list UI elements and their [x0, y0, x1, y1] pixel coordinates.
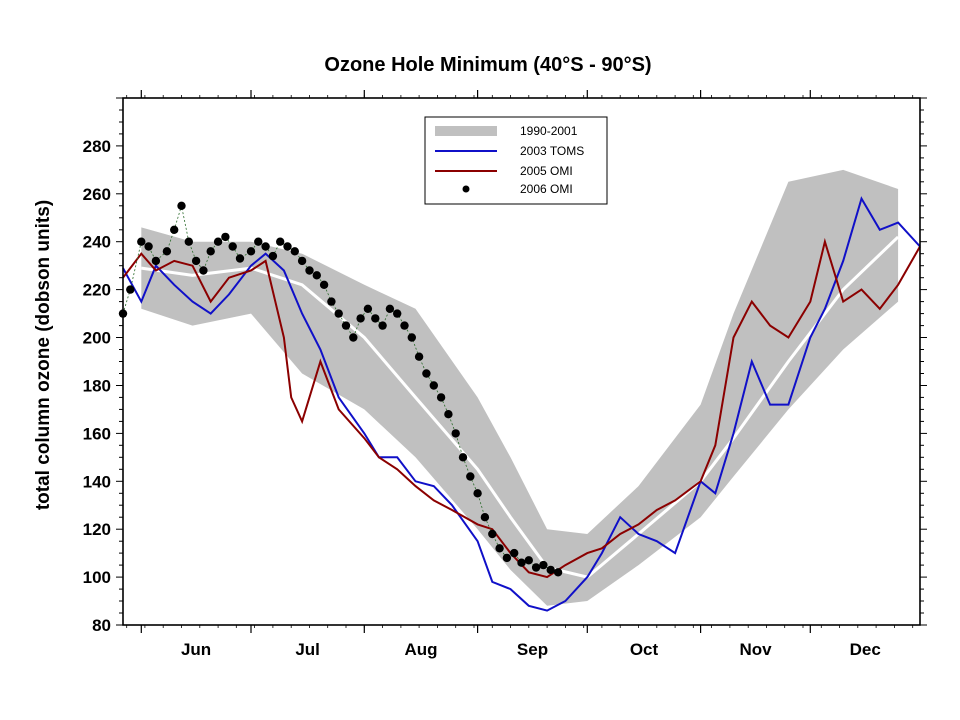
legend: 1990-2001 2003 TOMS 2005 OMI 2006 OMI — [424, 116, 608, 205]
y-tick-label: 280 — [83, 137, 111, 156]
y-tick-label: 100 — [83, 568, 111, 587]
data-point-2006-omi — [385, 304, 395, 313]
data-point-2006-omi — [422, 369, 431, 378]
y-axis-label: total column ozone (dobson units) — [33, 200, 54, 510]
data-point-2006-omi — [177, 201, 186, 210]
data-point-2006-omi — [228, 242, 237, 251]
data-point-2006-omi — [137, 237, 146, 246]
data-point-2006-omi — [524, 556, 533, 565]
band-1990-2001 — [141, 169, 899, 606]
data-point-2006-omi — [290, 247, 299, 256]
data-point-2006-omi — [502, 553, 512, 563]
data-point-2006-omi — [235, 254, 245, 263]
data-point-2006-omi — [400, 321, 409, 330]
data-point-2006-omi — [429, 381, 438, 390]
data-point-2006-omi — [151, 256, 161, 266]
y-tick-label: 180 — [83, 376, 111, 395]
data-point-2006-omi — [480, 513, 490, 522]
data-point-2006-omi — [444, 410, 453, 419]
data-point-2006-omi — [393, 309, 402, 318]
legend-label: 2005 OMI — [520, 164, 573, 178]
y-tick-label: 160 — [83, 424, 111, 443]
y-tick-label: 240 — [83, 233, 111, 252]
data-point-2006-omi — [246, 247, 256, 256]
data-point-2006-omi — [199, 266, 208, 275]
data-point-2006-omi — [206, 247, 215, 256]
data-point-2006-omi — [283, 242, 292, 251]
data-point-2006-omi — [546, 565, 555, 575]
data-point-2006-omi — [276, 237, 285, 246]
chart-title: Ozone Hole Minimum (40°S - 90°S) — [324, 54, 651, 76]
data-point-2006-omi — [334, 309, 343, 318]
x-tick-label-jul: Jul — [295, 640, 320, 659]
legend-swatch-band — [435, 126, 497, 136]
series-line-2003-toms — [122, 196, 921, 612]
data-point-2006-omi — [254, 237, 263, 246]
legend-label: 2006 OMI — [520, 182, 573, 196]
band-mean-line — [141, 235, 900, 579]
data-point-2006-omi — [407, 333, 416, 342]
data-point-2006-omi — [213, 237, 223, 246]
y-tick-label: 120 — [83, 520, 111, 539]
x-tick-label-aug: Aug — [404, 640, 437, 659]
data-point-2006-omi — [466, 472, 475, 481]
data-point-2006-omi — [414, 352, 424, 361]
data-point-2006-omi — [378, 321, 387, 330]
y-tick-label: 80 — [92, 616, 111, 635]
data-point-2006-omi — [488, 529, 497, 539]
data-point-2006-omi — [191, 256, 201, 266]
data-point-2006-omi — [363, 304, 373, 313]
data-point-2006-omi — [144, 242, 153, 251]
data-point-2006-omi — [319, 280, 329, 289]
x-tick-label-jun: Jun — [181, 640, 211, 659]
x-tick-label-oct: Oct — [630, 640, 659, 659]
data-point-2006-omi — [312, 271, 321, 280]
legend-label: 2003 TOMS — [520, 144, 584, 158]
data-point-2006-omi — [305, 266, 314, 275]
x-tick-label-dec: Dec — [850, 640, 881, 659]
data-point-2006-omi — [539, 560, 548, 570]
data-point-2006-omi — [371, 314, 380, 323]
data-point-2006-omi — [553, 568, 563, 577]
data-point-2006-omi — [349, 333, 358, 342]
data-point-2006-omi — [268, 251, 278, 261]
data-point-2006-omi — [261, 242, 270, 251]
y-tick-label: 140 — [83, 472, 111, 491]
y-tick-label: 260 — [83, 185, 111, 204]
y-tick-label: 220 — [83, 281, 111, 300]
data-point-2006-omi — [517, 558, 526, 567]
data-point-2006-omi — [126, 285, 135, 294]
data-point-2006-omi — [510, 548, 519, 558]
data-point-2006-omi — [356, 314, 365, 323]
data-point-2006-omi — [531, 563, 541, 572]
data-point-2006-omi — [473, 489, 482, 498]
data-point-2006-omi — [341, 321, 351, 330]
data-point-2006-omi — [327, 297, 336, 306]
x-tick-label-sep: Sep — [517, 640, 548, 659]
data-point-2006-omi — [221, 232, 230, 242]
y-tick-label: 200 — [83, 329, 111, 348]
data-point-2006-omi — [495, 544, 504, 553]
legend-label: 1990-2001 — [520, 124, 578, 138]
data-point-2006-omi — [458, 453, 468, 462]
data-point-2006-omi — [451, 429, 460, 438]
data-point-2006-omi — [184, 237, 193, 246]
legend-swatch-omi-2006 — [462, 185, 470, 193]
data-point-2006-omi — [297, 256, 307, 266]
plot-area: 80 100 120 140 160 180 200 220 240 260 280 Jun Jul Au… — [83, 90, 927, 659]
x-tick-label-nov: Nov — [739, 640, 772, 659]
data-point-2006-omi — [162, 247, 172, 256]
data-point-2006-omi — [170, 225, 179, 234]
data-point-2006-omi — [436, 393, 446, 402]
